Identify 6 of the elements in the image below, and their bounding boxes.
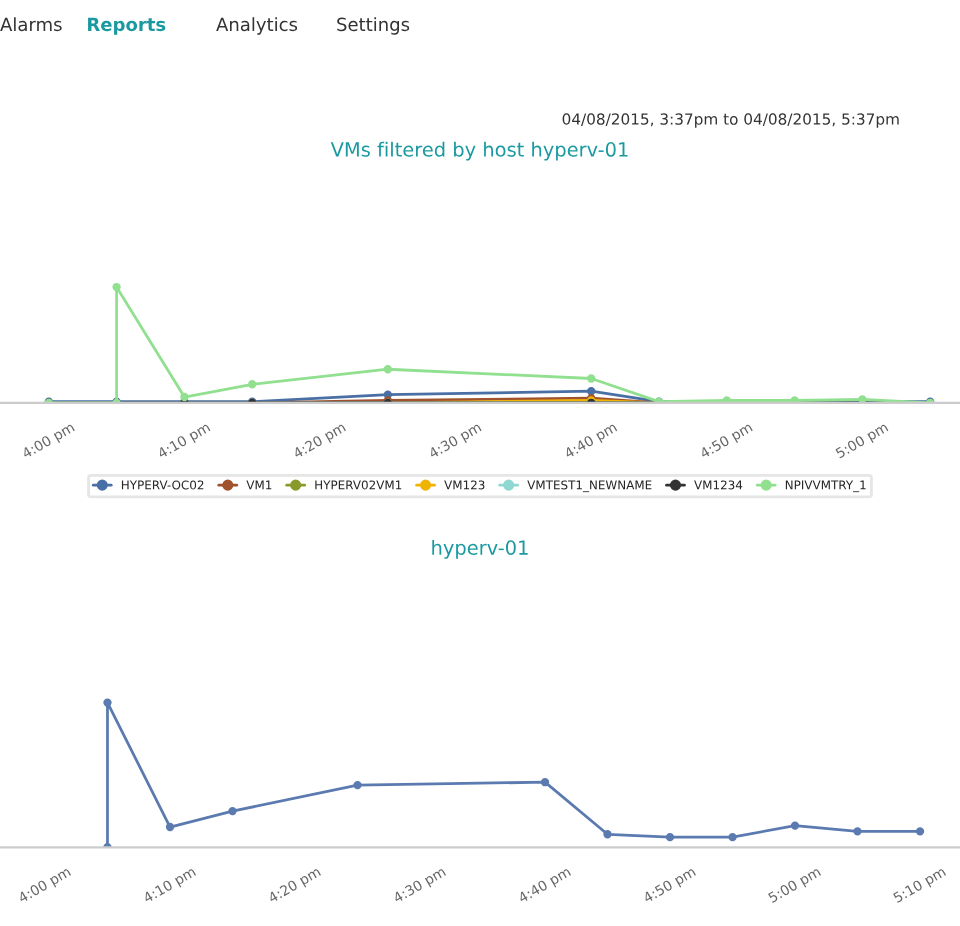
- text: Settings: [337, 17, 410, 35]
- text: Reports: [88, 17, 166, 35]
- text: Alarms: [0, 17, 62, 32]
- text: Analytics: [216, 17, 298, 35]
- chart-title: hyperv-01: [432, 539, 528, 559]
- chart-title: VMs filtered by host hyperv-01: [330, 141, 628, 161]
